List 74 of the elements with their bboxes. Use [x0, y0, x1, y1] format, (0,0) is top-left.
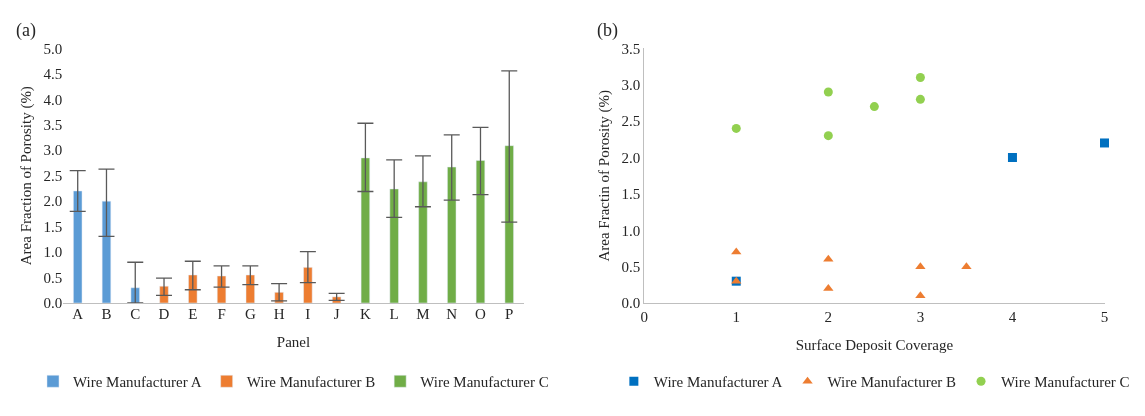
x-tick-label: A [72, 306, 84, 322]
chart-title: (a) [16, 20, 36, 41]
x-tick-label: G [244, 306, 256, 322]
legend-label: Wire Manufacturer C [420, 374, 549, 391]
y-tick-label: 0.5 [43, 269, 63, 286]
y-tick-label: 5.0 [43, 40, 63, 57]
y-tick-label: 3.5 [43, 117, 63, 134]
y-tick-label: 2.0 [621, 149, 641, 166]
legend-label: Wire Manufacturer A [653, 374, 783, 391]
y-tick-label: 0.5 [621, 258, 641, 275]
y-tick-label: 1.0 [621, 222, 641, 239]
y-tick-label: 2.5 [621, 113, 641, 130]
x-tick-label: P [505, 306, 514, 322]
point [915, 73, 925, 82]
x-tick-label: C [130, 306, 141, 322]
bar [360, 157, 370, 303]
y-tick-label: 2.5 [43, 167, 63, 184]
x-tick-label: M [416, 306, 430, 322]
bar [475, 160, 486, 303]
x-tick-label: 3 [916, 309, 925, 325]
legend-label: Wire Manufacturer A [72, 374, 202, 391]
bar [418, 181, 428, 303]
y-tick-label: 1.0 [43, 244, 63, 261]
y-tick-label: 4.0 [43, 91, 63, 108]
legend-label: Wire Manufacturer C [1001, 374, 1130, 391]
x-tick-label: K [359, 306, 371, 322]
x-tick-label: 4 [1008, 309, 1017, 325]
point [823, 87, 833, 97]
y-tick-label: 0.0 [621, 295, 641, 312]
bar [216, 275, 227, 303]
bar [389, 188, 399, 303]
x-tick-label: B [101, 306, 112, 322]
x-tick-label: E [188, 306, 198, 322]
point [869, 102, 879, 112]
x-tick-label: O [475, 306, 487, 322]
y-tick-label: 1.5 [621, 186, 641, 203]
point [823, 131, 833, 141]
legend-label: Wire Manufacturer B [827, 374, 957, 391]
x-tick-label: 1 [732, 309, 741, 325]
x-tick-label: H [273, 306, 285, 322]
x-axis-title: Surface Deposit Coverage [795, 337, 954, 353]
chart-title: (b) [597, 20, 618, 41]
point [1007, 153, 1017, 163]
x-axis-title: Panel [276, 334, 311, 350]
x-tick-label: F [217, 306, 226, 322]
point [1100, 138, 1110, 148]
point [823, 283, 834, 291]
y-axis-title: Area Fraction of Porosity (%) [17, 86, 35, 266]
point [731, 123, 741, 133]
x-tick-label: 0 [640, 309, 648, 325]
x-tick-label: I [305, 306, 311, 322]
bar [73, 190, 83, 303]
y-tick-label: 4.5 [43, 66, 63, 83]
bar [504, 145, 514, 303]
point [915, 94, 925, 104]
y-tick-label: 3.0 [621, 77, 641, 94]
x-tick-label: J [333, 306, 340, 322]
bar [188, 274, 198, 303]
y-tick-label: 0.0 [43, 295, 63, 312]
x-tick-label: D [158, 306, 170, 322]
legend-label: Wire Manufacturer B [246, 374, 376, 391]
bar [447, 166, 457, 303]
x-tick-label: 5 [1100, 309, 1109, 325]
x-tick-label: N [446, 306, 458, 322]
x-tick-label: 2 [824, 309, 833, 325]
y-tick-label: 1.5 [43, 218, 63, 235]
y-axis-title: Area Fractin of Porosity (%) [595, 89, 613, 262]
bar [101, 200, 112, 303]
y-tick-label: 2.0 [43, 193, 63, 210]
y-tick-label: 3.0 [43, 142, 63, 159]
point [823, 254, 834, 262]
y-tick-label: 3.5 [621, 40, 641, 57]
x-tick-label: L [389, 306, 399, 322]
bar [245, 274, 255, 303]
